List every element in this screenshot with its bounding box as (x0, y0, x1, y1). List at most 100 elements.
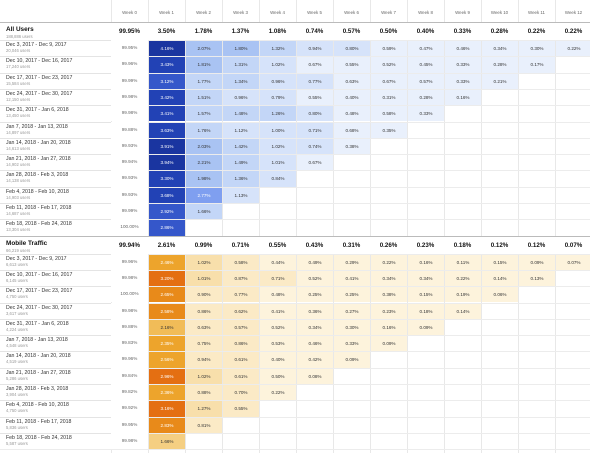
retention-cell[interactable]: 0.57% (408, 73, 444, 89)
retention-cell[interactable]: 0.21% (482, 73, 518, 89)
retention-cell[interactable]: 3.20% (149, 270, 185, 287)
retention-cell[interactable]: 0.55% (297, 89, 333, 106)
retention-cell[interactable]: 0.77% (223, 287, 259, 303)
retention-cell[interactable]: 1.00% (260, 122, 296, 138)
retention-cell[interactable]: 1.49% (223, 155, 259, 171)
retention-cell[interactable]: 0.79% (260, 89, 296, 106)
retention-cell[interactable]: 99.84% (111, 367, 148, 384)
retention-cell[interactable]: 0.28% (482, 57, 518, 73)
retention-cell[interactable]: 1.66% (149, 433, 185, 450)
retention-cell[interactable]: 3.16% (149, 401, 185, 417)
retention-cell[interactable]: 99.96% (111, 351, 148, 368)
retention-cell[interactable]: 0.08% (297, 368, 333, 384)
retention-cell[interactable]: 99.94% (111, 154, 148, 171)
retention-cell[interactable]: 2.83% (149, 417, 185, 433)
retention-cell[interactable]: 1.98% (186, 171, 222, 187)
retention-cell[interactable]: 0.53% (260, 336, 296, 352)
cohort-row-label[interactable]: Dec 3, 2017 - Dec 9, 2017 20,046 users (0, 40, 111, 56)
retention-cell[interactable]: 99.98% (111, 105, 148, 122)
cohort-row-label[interactable]: Feb 18, 2018 - Feb 24, 2018 13,304 users (0, 219, 111, 235)
retention-cell[interactable]: 0.62% (223, 303, 259, 319)
retention-cell[interactable]: 0.14% (482, 270, 518, 287)
retention-cell[interactable]: 2.92% (149, 204, 185, 220)
retention-cell[interactable]: 99.98% (111, 269, 148, 287)
retention-cell[interactable]: 0.23% (371, 303, 407, 319)
retention-cell[interactable]: 1.27% (186, 401, 222, 417)
retention-cell[interactable]: 0.19% (445, 287, 481, 303)
cohort-row-label[interactable]: Dec 24, 2017 - Dec 30, 2017 12,150 users (0, 88, 111, 105)
retention-cell[interactable]: 0.88% (186, 385, 222, 401)
retention-cell[interactable]: 0.61% (223, 352, 259, 368)
retention-cell[interactable]: 0.46% (445, 41, 481, 57)
retention-cell[interactable]: 1.34% (223, 73, 259, 89)
cohort-row-label[interactable]: Dec 10, 2017 - Dec 16, 2017 6,145 users (0, 269, 111, 286)
retention-cell[interactable]: 0.40% (260, 352, 296, 368)
retention-cell[interactable]: 3.43% (149, 57, 185, 73)
retention-cell[interactable]: 3.42% (149, 89, 185, 106)
retention-cell[interactable]: 4.16% (149, 41, 185, 57)
retention-cell[interactable]: 0.87% (223, 270, 259, 287)
retention-cell[interactable]: 0.36% (297, 303, 333, 319)
retention-cell[interactable]: 2.46% (149, 254, 185, 270)
cohort-row-label[interactable]: Dec 17, 2017 - Dec 23, 2017 4,750 users (0, 286, 111, 302)
retention-cell[interactable]: 0.34% (408, 270, 444, 287)
retention-cell[interactable]: 0.09% (334, 352, 370, 368)
retention-cell[interactable]: 0.57% (223, 319, 259, 336)
retention-cell[interactable]: 0.09% (519, 254, 555, 270)
retention-cell[interactable]: 0.41% (260, 303, 296, 319)
retention-cell[interactable]: 0.29% (334, 254, 370, 270)
retention-cell[interactable]: 3.91% (149, 138, 185, 155)
retention-cell[interactable]: 1.02% (260, 138, 296, 155)
retention-cell[interactable]: 99.92% (111, 400, 148, 417)
retention-cell[interactable]: 99.98% (111, 432, 148, 450)
cohort-row-label[interactable]: Jan 7, 2018 - Jan 13, 2018 14,897 users (0, 121, 111, 138)
retention-cell[interactable]: 1.31% (223, 57, 259, 73)
retention-cell[interactable]: 0.58% (223, 254, 259, 270)
retention-cell[interactable]: 2.07% (186, 41, 222, 57)
retention-cell[interactable]: 2.96% (149, 368, 185, 384)
retention-cell[interactable]: 1.48% (223, 106, 259, 122)
retention-cell[interactable]: 0.30% (519, 41, 555, 57)
cohort-row-label[interactable]: Dec 31, 2017 - Jan 6, 2018 13,450 users (0, 105, 111, 121)
retention-cell[interactable]: 0.15% (482, 254, 518, 270)
retention-cell[interactable]: 2.36% (149, 385, 185, 401)
retention-cell[interactable]: 2.21% (186, 155, 222, 171)
retention-cell[interactable]: 0.35% (371, 122, 407, 138)
retention-cell[interactable]: 0.96% (223, 89, 259, 106)
retention-cell[interactable]: 0.09% (408, 319, 444, 336)
retention-cell[interactable]: 0.25% (297, 287, 333, 303)
retention-cell[interactable]: 0.48% (260, 287, 296, 303)
retention-cell[interactable]: 2.35% (149, 336, 185, 352)
retention-cell[interactable]: 0.71% (297, 122, 333, 138)
retention-cell[interactable]: 0.80% (297, 106, 333, 122)
retention-cell[interactable]: 0.96% (260, 73, 296, 89)
retention-cell[interactable]: 1.32% (260, 41, 296, 57)
retention-cell[interactable]: 0.67% (297, 155, 333, 171)
retention-cell[interactable]: 3.41% (149, 106, 185, 122)
retention-cell[interactable]: 0.30% (334, 319, 370, 336)
retention-cell[interactable]: 1.66% (186, 204, 222, 220)
cohort-row-label[interactable]: Jan 14, 2018 - Jan 20, 2018 4,519 users (0, 351, 111, 367)
retention-cell[interactable]: 0.63% (334, 73, 370, 89)
retention-cell[interactable]: 0.52% (371, 57, 407, 73)
retention-cell[interactable]: 99.99% (111, 72, 148, 89)
retention-cell[interactable]: 0.90% (186, 287, 222, 303)
retention-cell[interactable]: 99.93% (111, 186, 148, 203)
retention-cell[interactable]: 1.42% (223, 138, 259, 155)
retention-cell[interactable]: 0.11% (445, 254, 481, 270)
retention-cell[interactable]: 0.34% (371, 270, 407, 287)
retention-cell[interactable]: 0.48% (334, 106, 370, 122)
retention-cell[interactable]: 3.30% (149, 171, 185, 187)
retention-cell[interactable]: 0.50% (260, 368, 296, 384)
retention-cell[interactable]: 0.33% (445, 57, 481, 73)
cohort-row-label[interactable]: Jan 28, 2018 - Feb 3, 2018 14,138 users (0, 170, 111, 186)
retention-cell[interactable]: 99.96% (111, 56, 148, 73)
retention-cell[interactable]: 2.56% (149, 352, 185, 368)
retention-cell[interactable]: 0.33% (408, 106, 444, 122)
retention-cell[interactable]: 0.09% (371, 336, 407, 352)
retention-cell[interactable]: 99.99% (111, 203, 148, 220)
retention-cell[interactable]: 0.63% (186, 319, 222, 336)
retention-cell[interactable]: 0.27% (334, 303, 370, 319)
retention-cell[interactable]: 0.16% (408, 254, 444, 270)
retention-cell[interactable]: 0.67% (371, 73, 407, 89)
